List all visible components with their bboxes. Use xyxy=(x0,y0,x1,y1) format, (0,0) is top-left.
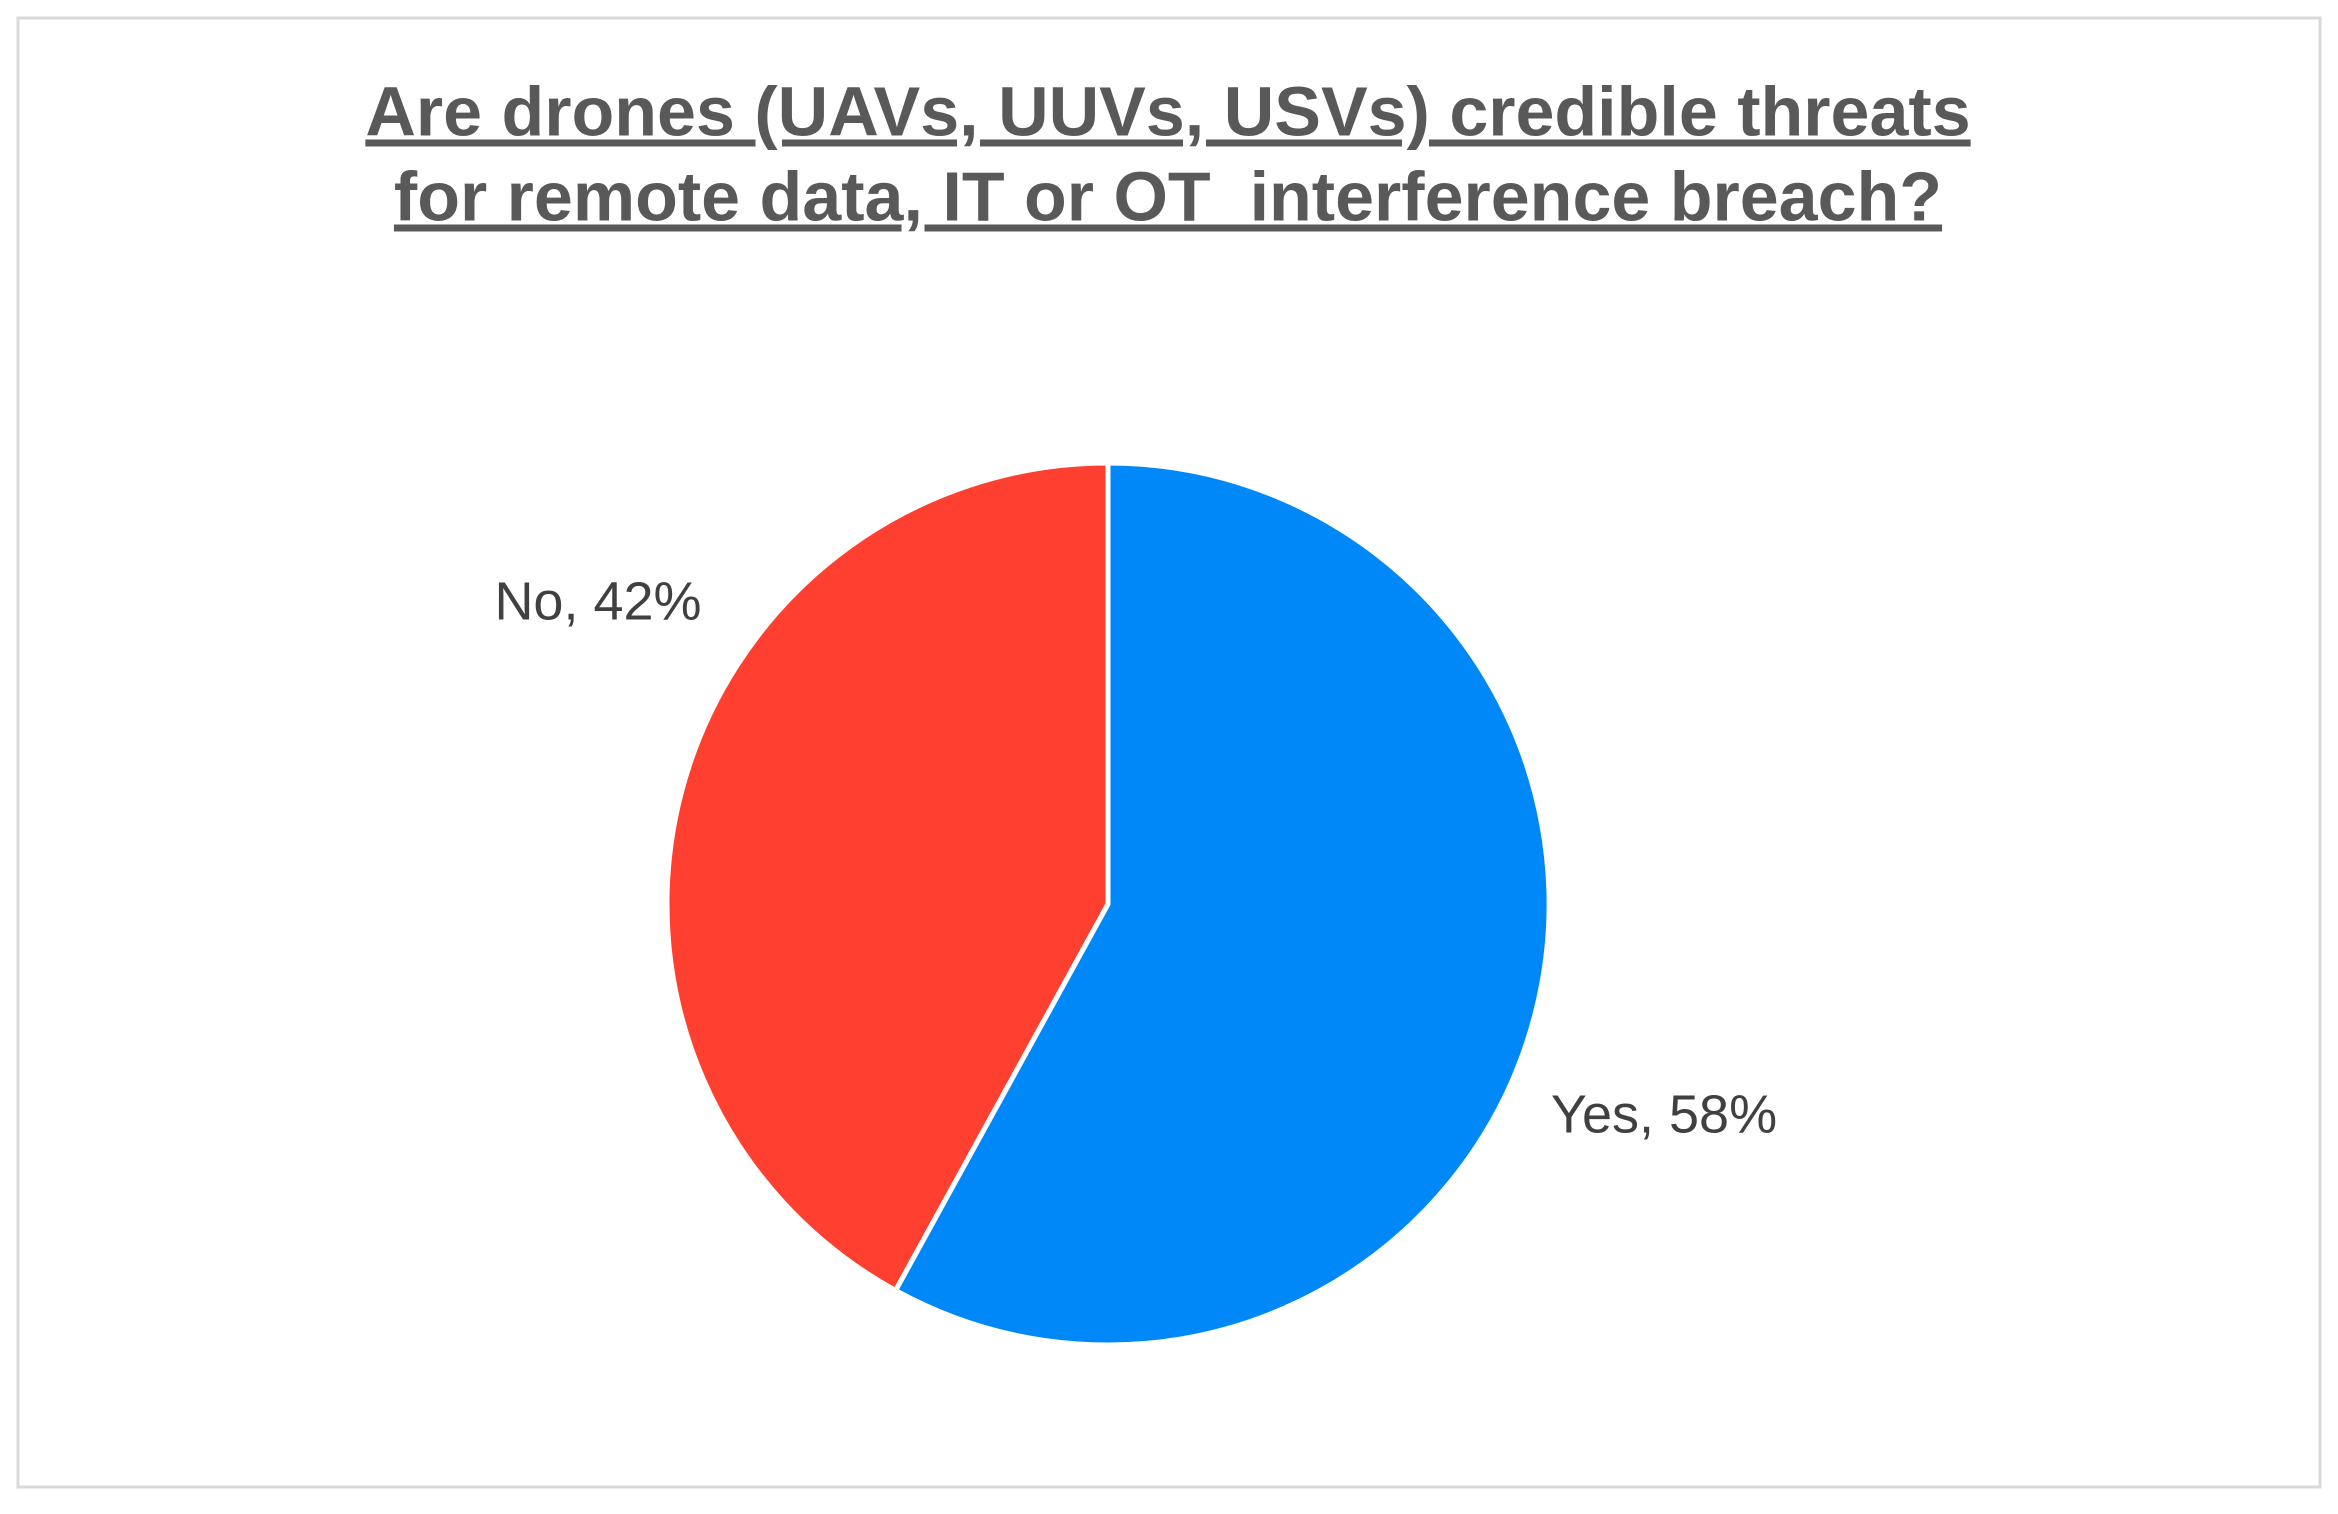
pie-slice xyxy=(892,460,1552,1348)
pie-slice xyxy=(664,460,1111,1294)
chart-title: Are drones (UAVs, UUVs, USVs) credible t… xyxy=(365,72,1970,150)
data-label: Yes, 58% xyxy=(1551,1084,1777,1144)
data-label: No, 42% xyxy=(494,571,701,631)
chart-title: for remote data, IT or OT interference b… xyxy=(394,157,1942,235)
